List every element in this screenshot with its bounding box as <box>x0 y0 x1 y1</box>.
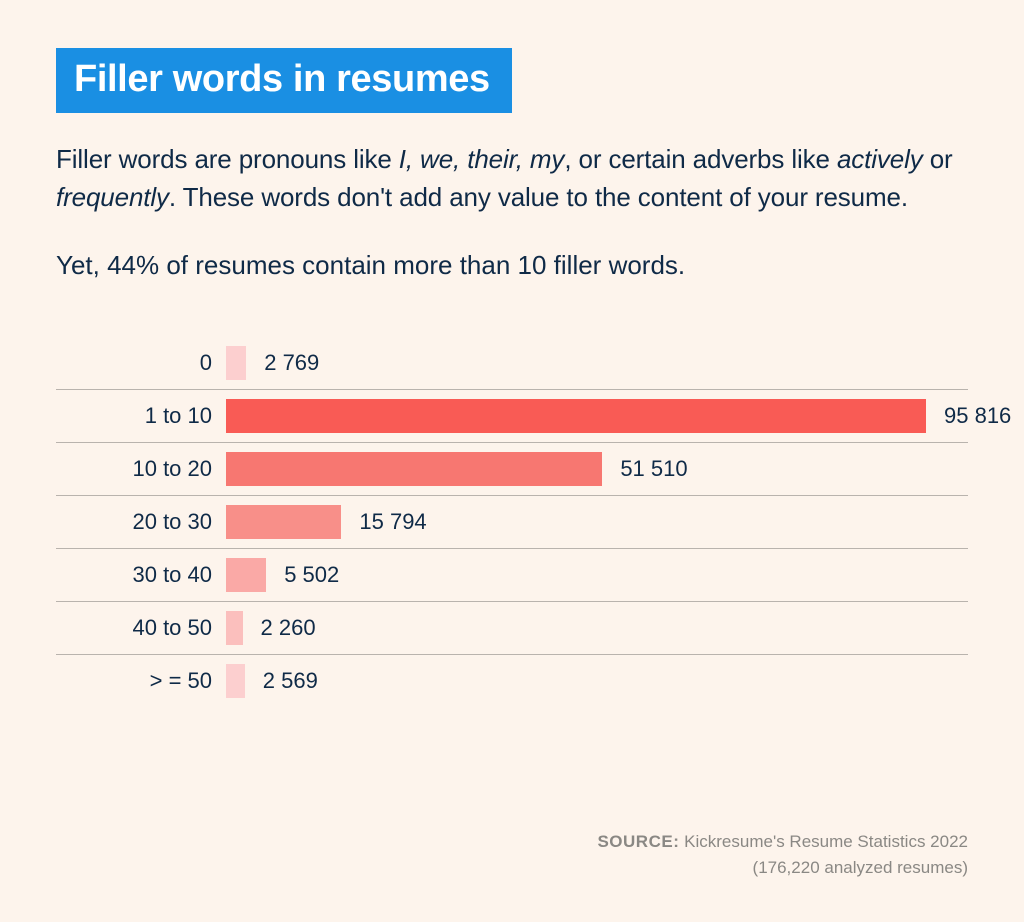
bar-chart: 0 2 769 1 to 1095 816 10 to 20 51 510 20 to 3… <box>56 337 968 707</box>
chart-row: 20 to 30 15 794 <box>56 496 968 548</box>
bar <box>226 399 926 433</box>
desc-part: , or certain adverbs like <box>564 144 837 174</box>
chart-row: 40 to 50 2 260 <box>56 602 968 654</box>
source-line2: (176,220 analyzed resumes) <box>597 855 968 881</box>
category-label: 30 to 40 <box>56 562 226 588</box>
chart-row: 30 to 40 5 502 <box>56 549 968 601</box>
desc-italic: actively <box>837 144 923 174</box>
value-label: 15 794 <box>341 509 426 535</box>
value-label: 5 502 <box>266 562 339 588</box>
source-label: SOURCE: <box>597 832 679 851</box>
value-label: 2 260 <box>243 615 316 641</box>
desc-italic: I, we, their, my <box>399 144 565 174</box>
infographic-card: Filler words in resumes Filler words are… <box>0 0 1024 922</box>
category-label: 1 to 10 <box>56 403 226 429</box>
desc-part: . These words don't add any value to the… <box>169 182 908 212</box>
desc-part: or <box>923 144 953 174</box>
value-label: 2 569 <box>245 668 318 694</box>
value-label: 2 769 <box>246 350 319 376</box>
bar-wrap: 15 794 <box>226 496 968 548</box>
bar-wrap: 5 502 <box>226 549 968 601</box>
bar-wrap: 51 510 <box>226 443 968 495</box>
source-line1: Kickresume's Resume Statistics 2022 <box>684 832 968 851</box>
bar-wrap: 95 816 <box>226 390 1011 442</box>
value-label: 95 816 <box>926 403 1011 429</box>
title-band: Filler words in resumes <box>56 48 512 113</box>
chart-row: 0 2 769 <box>56 337 968 389</box>
value-label: 51 510 <box>602 456 687 482</box>
category-label: 10 to 20 <box>56 456 226 482</box>
bar-wrap: 2 569 <box>226 655 968 707</box>
callout-text: Yet, 44% of resumes contain more than 10… <box>56 250 968 281</box>
category-label: > = 50 <box>56 668 226 694</box>
bar <box>226 505 341 539</box>
source-attribution: SOURCE: Kickresume's Resume Statistics 2… <box>597 829 968 880</box>
description-paragraph: Filler words are pronouns like I, we, th… <box>56 141 968 216</box>
desc-italic: frequently <box>56 182 169 212</box>
category-label: 20 to 30 <box>56 509 226 535</box>
chart-row: 10 to 20 51 510 <box>56 443 968 495</box>
bar <box>226 558 266 592</box>
title-text: Filler words in resumes <box>74 58 490 100</box>
chart-row: 1 to 1095 816 <box>56 390 968 442</box>
bar <box>226 611 243 645</box>
chart-row: > = 50 2 569 <box>56 655 968 707</box>
desc-part: Filler words are pronouns like <box>56 144 399 174</box>
bar <box>226 452 602 486</box>
bar <box>226 346 246 380</box>
category-label: 0 <box>56 350 226 376</box>
bar-wrap: 2 260 <box>226 602 968 654</box>
category-label: 40 to 50 <box>56 615 226 641</box>
bar <box>226 664 245 698</box>
bar-wrap: 2 769 <box>226 337 968 389</box>
